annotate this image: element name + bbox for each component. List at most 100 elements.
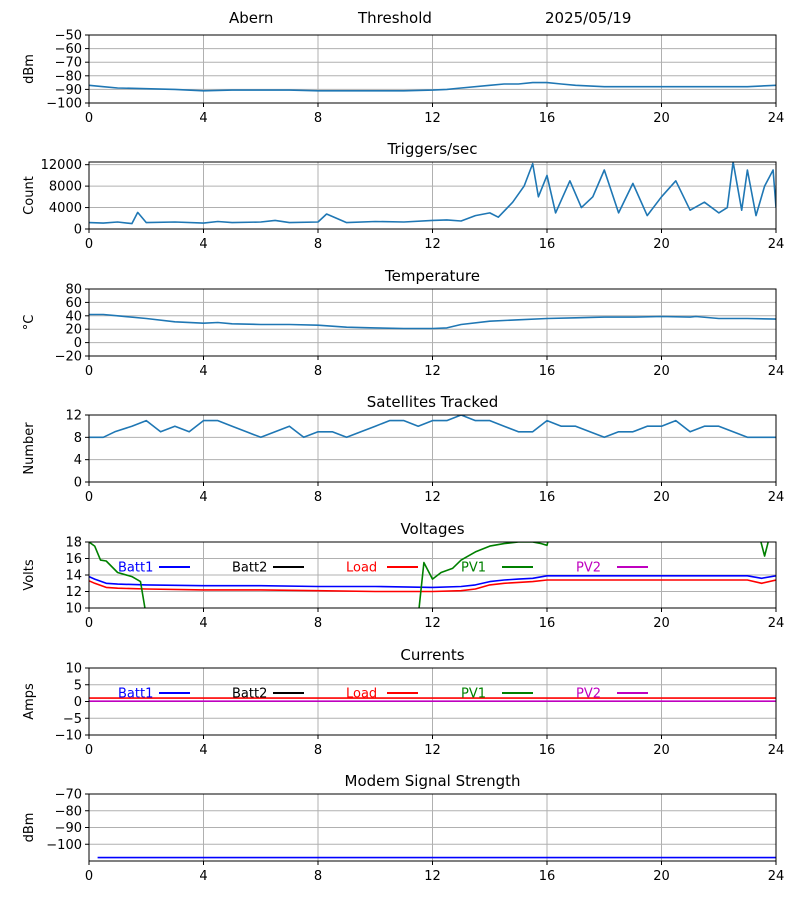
- x-tick-label: 0: [85, 237, 93, 252]
- x-tick-label: 16: [539, 869, 556, 884]
- x-tick-label: 4: [199, 869, 207, 884]
- x-tick-label: 0: [85, 616, 93, 631]
- x-tick-label: 12: [424, 111, 441, 126]
- panel-title: Voltages: [400, 520, 464, 538]
- x-tick-label: 20: [653, 616, 670, 631]
- x-tick-label: 0: [85, 364, 93, 379]
- x-tick-label: 12: [424, 364, 441, 379]
- x-tick-label: 12: [424, 237, 441, 252]
- y-tick-label: −50: [55, 29, 82, 44]
- x-tick-label: 8: [314, 111, 322, 126]
- x-tick-label: 24: [768, 364, 785, 379]
- x-tick-label: 8: [314, 364, 322, 379]
- x-tick-label: 4: [199, 743, 207, 758]
- y-axis-label: dBm: [22, 813, 37, 843]
- x-tick-label: 20: [653, 237, 670, 252]
- x-tick-label: 24: [768, 869, 785, 884]
- x-tick-label: 16: [539, 237, 556, 252]
- legend-label: PV1: [461, 687, 486, 702]
- x-tick-label: 12: [424, 743, 441, 758]
- x-tick-label: 20: [653, 869, 670, 884]
- y-tick-label: 80: [65, 283, 82, 298]
- x-tick-label: 16: [539, 111, 556, 126]
- x-tick-label: 16: [539, 616, 556, 631]
- legend-label: PV2: [576, 561, 601, 576]
- axes-frame: [88, 288, 777, 357]
- x-tick-label: 12: [424, 616, 441, 631]
- chart-header: Abern Threshold 2025/05/19: [0, 9, 800, 33]
- x-tick-label: 20: [653, 490, 670, 505]
- x-tick-label: 12: [424, 869, 441, 884]
- y-tick-label: 18: [65, 536, 82, 551]
- y-tick-label: 12: [65, 409, 82, 424]
- legend-label: Batt1: [118, 561, 153, 576]
- panel-modem: 0 4 8 12 16 20 24 −100 −90 −80−70 Modem Signal Str…: [22, 772, 784, 884]
- y-axis-label: °C: [22, 315, 37, 331]
- x-tick-label: 8: [314, 237, 322, 252]
- panel-title: Triggers/sec: [387, 140, 478, 158]
- y-axis-label: Amps: [22, 683, 37, 720]
- x-tick-label: 16: [539, 743, 556, 758]
- panel-currents: 0 4 8 12 16 20 24 −10 −5 0 510 Batt1 Batt2 Load PV1 PV2…: [22, 646, 784, 758]
- y-tick-label: 12: [65, 585, 82, 600]
- axes-frame: [88, 541, 777, 609]
- station-name: Abern: [229, 9, 274, 27]
- y-tick-label: 40: [65, 309, 82, 324]
- x-tick-label: 0: [85, 111, 93, 126]
- y-tick-label: 8000: [49, 180, 82, 195]
- y-tick-label: 0: [74, 476, 82, 491]
- y-axis-label: Count: [22, 176, 37, 215]
- panel-title: Satellites Tracked: [367, 393, 498, 411]
- y-tick-label: −20: [55, 350, 82, 365]
- x-tick-label: 16: [539, 364, 556, 379]
- y-tick-label: 4: [74, 453, 82, 468]
- x-tick-label: 8: [314, 743, 322, 758]
- x-tick-label: 8: [314, 869, 322, 884]
- legend-label: PV1: [461, 561, 486, 576]
- legend-label: Batt1: [118, 687, 153, 702]
- y-tick-label: 5: [74, 678, 82, 693]
- axes-frame: [88, 34, 777, 104]
- series-line-temperature: [89, 313, 776, 330]
- panel-satellites: 0 4 8 12 16 20 24 0 4 8 12 Satellites Tracked Number: [22, 393, 784, 505]
- y-tick-label: 8: [74, 431, 82, 446]
- x-tick-label: 4: [199, 237, 207, 252]
- series-line-rssi: [89, 81, 776, 92]
- series-line-load: [89, 579, 776, 593]
- series-line-triggers: [89, 162, 776, 225]
- panel-title: Temperature: [384, 267, 480, 285]
- panel-triggers: 0 4 8 12 16 20 24 0 4000 8000 12000 Triggers/sec Cou…: [22, 140, 784, 252]
- y-tick-label: −90: [55, 83, 82, 98]
- y-tick-label: −60: [55, 42, 82, 57]
- mode-label: Threshold: [358, 9, 432, 27]
- x-tick-label: 24: [768, 616, 785, 631]
- panel-rssi: 0 4 8 12 16 20 24 −100−90−80−70−60−50 dBm: [22, 29, 784, 127]
- legend-label: Load: [346, 687, 377, 702]
- legend-label: Batt2: [232, 561, 267, 576]
- y-axis-label: Volts: [22, 559, 37, 591]
- series-line-satellites: [89, 415, 776, 439]
- y-tick-label: 12000: [41, 158, 82, 173]
- x-tick-label: 8: [314, 490, 322, 505]
- y-tick-label: 0: [74, 223, 82, 238]
- x-tick-label: 16: [539, 490, 556, 505]
- x-tick-label: 0: [85, 490, 93, 505]
- y-tick-label: 0: [74, 695, 82, 710]
- y-tick-label: 0: [74, 336, 82, 351]
- panel-title: Modem Signal Strength: [345, 772, 521, 790]
- x-tick-label: 24: [768, 111, 785, 126]
- y-axis-label: Number: [22, 422, 37, 475]
- x-tick-label: 4: [199, 364, 207, 379]
- axes-frame: [88, 161, 777, 230]
- legend-label: PV2: [576, 687, 601, 702]
- panel-title: Currents: [400, 646, 464, 664]
- y-axis-label: dBm: [22, 54, 37, 84]
- x-tick-label: 4: [199, 111, 207, 126]
- legend-label: Batt2: [232, 687, 267, 702]
- axes-frame: [88, 414, 777, 483]
- axes-frame: [88, 667, 777, 736]
- legend-label: Load: [346, 561, 377, 576]
